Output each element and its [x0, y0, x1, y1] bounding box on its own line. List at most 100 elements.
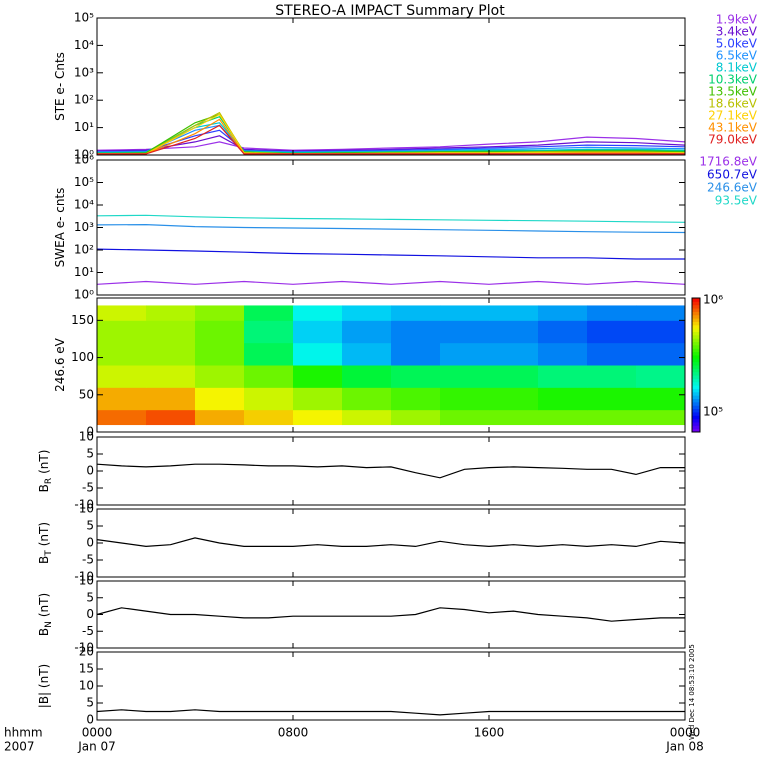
colorbar-step [692, 398, 700, 403]
y-tick-label: 10⁰ [74, 288, 94, 302]
spectrogram-cell [587, 342, 637, 366]
y-tick-label: 5 [86, 447, 94, 461]
spectrogram-cell [440, 342, 490, 366]
y-tick-label: -5 [82, 553, 94, 567]
x-date-label: Jan 07 [77, 740, 116, 754]
colorbar-step [692, 314, 700, 319]
y-tick-label: 0 [86, 607, 94, 621]
colorbar-step [692, 411, 700, 416]
colorbar-step [692, 311, 700, 316]
y-axis-label: BN (nT) [37, 593, 54, 636]
corner-label: 2007 [4, 740, 35, 754]
colorbar-label: 10⁵ [703, 405, 723, 419]
y-tick-label: 10³ [74, 220, 94, 234]
legend-entry: 1.9keV [716, 13, 758, 27]
colorbar-step [692, 365, 700, 369]
spectrogram-cell [538, 305, 588, 321]
data-line [96, 709, 685, 716]
data-line [96, 248, 685, 260]
y-label-main: SWEA e- cnts [53, 188, 67, 268]
data-line [96, 129, 686, 153]
data-line [96, 223, 686, 234]
spectrogram-cell [636, 305, 686, 321]
spectrogram-cell [146, 342, 196, 366]
legend-entry: 5.0keV [716, 37, 758, 51]
y-tick-label: 10³ [74, 65, 94, 79]
y-tick-label: 10⁰ [74, 148, 94, 162]
y-tick-label: 10⁴ [74, 198, 94, 212]
spectrogram-cell [440, 387, 490, 411]
spectrogram-cell [440, 365, 490, 388]
legend-entry: 10.3keV [708, 73, 758, 87]
data-line [96, 607, 685, 622]
x-tick-label: 0800 [278, 726, 309, 740]
y-tick-label: 0 [86, 713, 94, 727]
y-label-main: 246.6 eV [53, 337, 67, 392]
legend-entry: 650.7eV [707, 168, 758, 182]
y-tick-label: 5 [86, 519, 94, 533]
spectrogram-cell [587, 409, 637, 426]
y-tick-label: -10 [74, 498, 94, 512]
spectrogram-cell [97, 320, 147, 344]
spectrogram-cell [489, 342, 539, 366]
y-tick-label: 10¹ [74, 265, 94, 279]
spectrogram-cell [489, 387, 539, 411]
y-label-main: B [37, 628, 51, 636]
spectrogram-cell [440, 305, 490, 321]
data-line [96, 135, 686, 152]
y-label-main: |B| (nT) [37, 664, 51, 708]
colorbar-label: 10⁶ [703, 293, 723, 307]
legend-entry: 246.6eV [707, 181, 758, 195]
y-tick-label: 10² [74, 243, 94, 257]
x-tick-label: 1600 [474, 726, 505, 740]
data-line [96, 463, 685, 479]
y-tick-label: 10 [79, 679, 94, 693]
spectrogram-cell [538, 409, 588, 426]
y-axis-label: STE e- Cnts [53, 52, 67, 121]
data-line [96, 537, 686, 548]
spectrogram-cell [587, 387, 637, 411]
spectrogram-cell [391, 409, 441, 426]
colorbar-step [692, 351, 700, 356]
y-tick-label: 5 [86, 590, 94, 604]
y-tick-label: 10² [74, 93, 94, 107]
spectrogram-cell [587, 320, 637, 344]
spectrogram-cell [293, 342, 343, 366]
spectrogram-cell [293, 305, 343, 321]
spectrogram-cell [538, 387, 588, 411]
spectrogram-cell [587, 365, 637, 388]
spectrogram-cell [636, 342, 686, 366]
spectrogram-cell [97, 305, 147, 321]
colorbar-frame [691, 297, 701, 433]
x-date-label: Jan 08 [665, 740, 704, 754]
y-tick-label: -5 [82, 481, 94, 495]
colorbar-step [692, 354, 700, 359]
colorbar-step [692, 348, 700, 353]
colorbar-step [692, 338, 700, 343]
y-tick-label: 5 [86, 696, 94, 710]
y-tick-label: 10 [79, 574, 94, 588]
y-tick-label: 10 [79, 430, 94, 444]
colorbar-step [692, 405, 700, 410]
spectrogram-cell [244, 320, 294, 344]
colorbar-step [692, 385, 700, 389]
panel-frame [96, 297, 686, 433]
spectrogram-cell [342, 365, 392, 388]
spectrogram-cell [636, 387, 686, 411]
colorbar-step [692, 425, 700, 430]
spectrogram-cell [195, 305, 245, 321]
data-line [97, 124, 685, 155]
y-tick-label: 10 [79, 502, 94, 516]
spectrogram-cell [489, 305, 539, 321]
legend-entry: 3.4keV [716, 25, 758, 39]
spectrogram-cell [97, 342, 147, 366]
y-label-main: STE e- Cnts [53, 52, 67, 121]
spectrogram-cell [342, 342, 392, 366]
spectrogram-cell [342, 320, 392, 344]
colorbar-step [692, 298, 700, 302]
spectrogram-cell [293, 320, 343, 344]
colorbar-step [692, 391, 700, 396]
y-label-main: B [37, 484, 51, 492]
spectrogram-cell [293, 365, 343, 388]
colorbar-step [692, 418, 700, 423]
